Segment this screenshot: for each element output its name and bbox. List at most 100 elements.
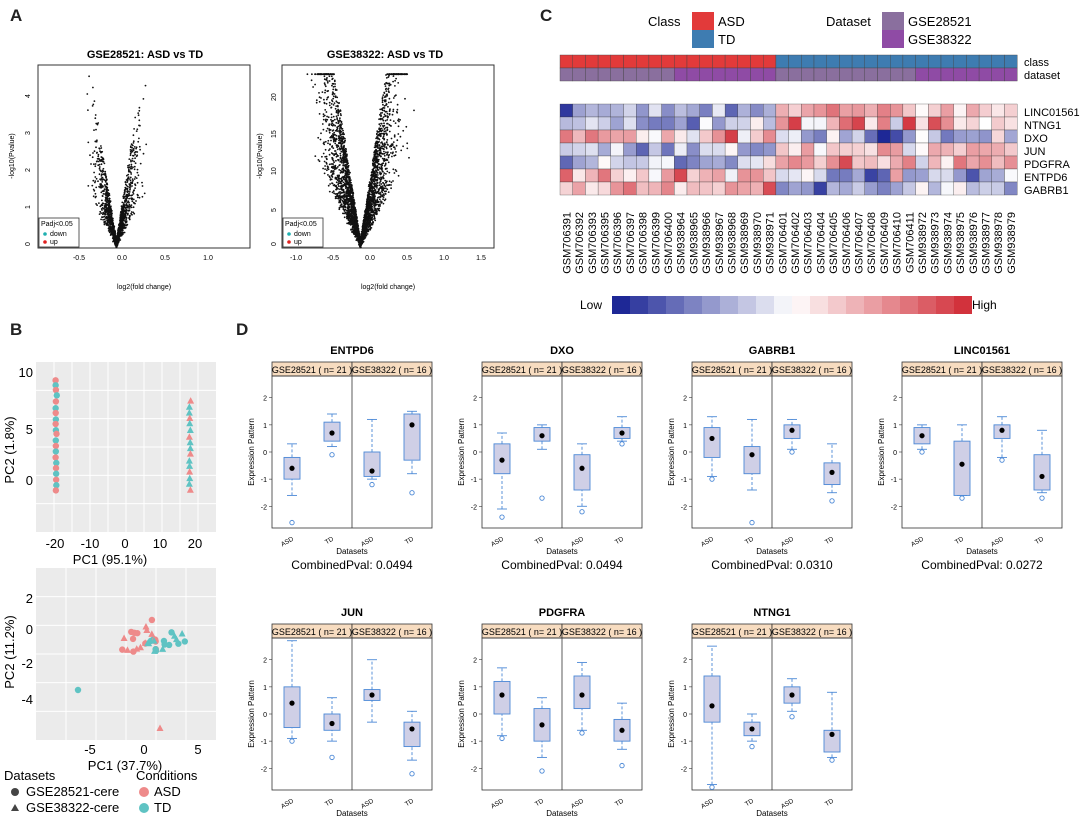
- volcano-point: [132, 134, 135, 137]
- volcano-point: [378, 154, 381, 156]
- volcano-point: [358, 240, 361, 243]
- volcano-point: [133, 178, 136, 180]
- heatmap-cell: [966, 129, 980, 144]
- heatmap-cell: [686, 103, 700, 118]
- volcano-2-yticks: 0 5 10 15 20: [271, 93, 278, 246]
- volcano-point: [327, 139, 330, 142]
- volcano-point: [338, 169, 341, 171]
- volcano-point: [378, 182, 381, 184]
- volcano-point: [126, 201, 129, 204]
- volcano-point: [367, 212, 369, 214]
- volcano-point: [134, 162, 137, 165]
- volcano-point: [377, 190, 380, 193]
- volcano-2-points: [306, 73, 415, 249]
- volcano-point: [351, 228, 354, 231]
- volcano-point: [369, 187, 372, 190]
- volcano-point: [135, 130, 138, 132]
- volcano-point: [126, 196, 128, 199]
- volcano-point: [336, 96, 339, 99]
- volcano-point: [374, 146, 377, 149]
- heatmap-cell: [648, 103, 662, 118]
- heatmap-cell: [953, 168, 967, 183]
- volcano-point: [318, 100, 321, 103]
- volcano-point: [338, 121, 340, 123]
- volcano-point: [382, 135, 385, 138]
- volcano-point: [385, 81, 388, 84]
- volcano-point: [368, 198, 371, 201]
- volcano-point: [376, 137, 379, 140]
- volcano-point: [337, 177, 340, 179]
- heatmap-cell: [775, 116, 789, 131]
- volcano-point: [98, 202, 100, 205]
- volcano-point: [90, 163, 92, 165]
- volcano-point: [380, 155, 382, 158]
- volcano-point: [136, 181, 139, 184]
- volcano-point: [333, 118, 336, 121]
- volcano-point: [338, 174, 340, 177]
- volcano-point: [121, 201, 124, 204]
- volcano-point: [383, 150, 385, 153]
- volcano-point: [352, 215, 354, 218]
- volcano-point: [385, 90, 388, 92]
- volcano-point: [378, 138, 381, 141]
- volcano-point: [386, 139, 389, 141]
- volcano-point: [353, 202, 356, 204]
- volcano-point: [347, 208, 350, 211]
- volcano-point: [336, 194, 339, 197]
- heatmap-cell: [826, 116, 840, 131]
- volcano-point: [131, 157, 134, 160]
- heatmap-cell: [966, 116, 980, 131]
- gene-row-label: PDGFRA: [1024, 159, 1071, 171]
- volcano-point: [380, 122, 383, 125]
- volcano-point: [337, 145, 340, 148]
- volcano-point: [384, 163, 387, 166]
- volcano-point: [347, 205, 350, 208]
- volcano-point: [377, 203, 379, 206]
- volcano-point: [348, 193, 351, 196]
- volcano-point: [378, 166, 381, 169]
- heatmap-cell: [661, 142, 675, 157]
- heatmap-cell: [890, 142, 904, 157]
- class-cell: [940, 54, 954, 69]
- volcano-point: [101, 216, 103, 219]
- volcano-point: [105, 209, 108, 211]
- volcano-point: [376, 130, 379, 132]
- volcano-point: [128, 178, 131, 180]
- volcano-point: [343, 149, 346, 151]
- volcano-point: [314, 83, 316, 86]
- heatmap-cell: [610, 142, 624, 157]
- volcano-point: [108, 231, 111, 234]
- volcano-point: [130, 171, 132, 174]
- heatmap-cell: [813, 181, 827, 196]
- volcano-point: [354, 206, 356, 209]
- dataset-cell: [788, 67, 802, 82]
- heatmap-cell: [737, 155, 751, 170]
- volcano-point: [349, 215, 352, 218]
- volcano-point: [132, 166, 134, 169]
- volcano-point: [106, 201, 109, 204]
- volcano-point: [355, 219, 357, 221]
- volcano-point: [357, 228, 360, 230]
- volcano-point: [326, 115, 328, 118]
- volcano-point: [132, 211, 135, 214]
- volcano-point: [325, 79, 328, 81]
- volcano-point: [325, 102, 328, 105]
- volcano-point: [385, 190, 387, 193]
- volcano-point: [358, 230, 360, 233]
- volcano-point: [375, 184, 378, 186]
- volcano-point: [129, 181, 132, 184]
- volcano-point: [340, 114, 342, 117]
- heatmap-cell: [648, 155, 662, 170]
- volcano-point: [383, 172, 386, 175]
- volcano-point: [376, 161, 378, 164]
- volcano-point: [332, 135, 335, 138]
- volcano-2-frame: [281, 64, 495, 249]
- volcano-point: [104, 185, 107, 188]
- volcano-point: [327, 116, 330, 119]
- volcano-point: [132, 198, 135, 201]
- volcano-point: [371, 162, 374, 165]
- volcano-point: [93, 100, 96, 102]
- volcano-point: [383, 83, 386, 85]
- class-cell: [991, 54, 1005, 69]
- volcano-point: [94, 114, 97, 116]
